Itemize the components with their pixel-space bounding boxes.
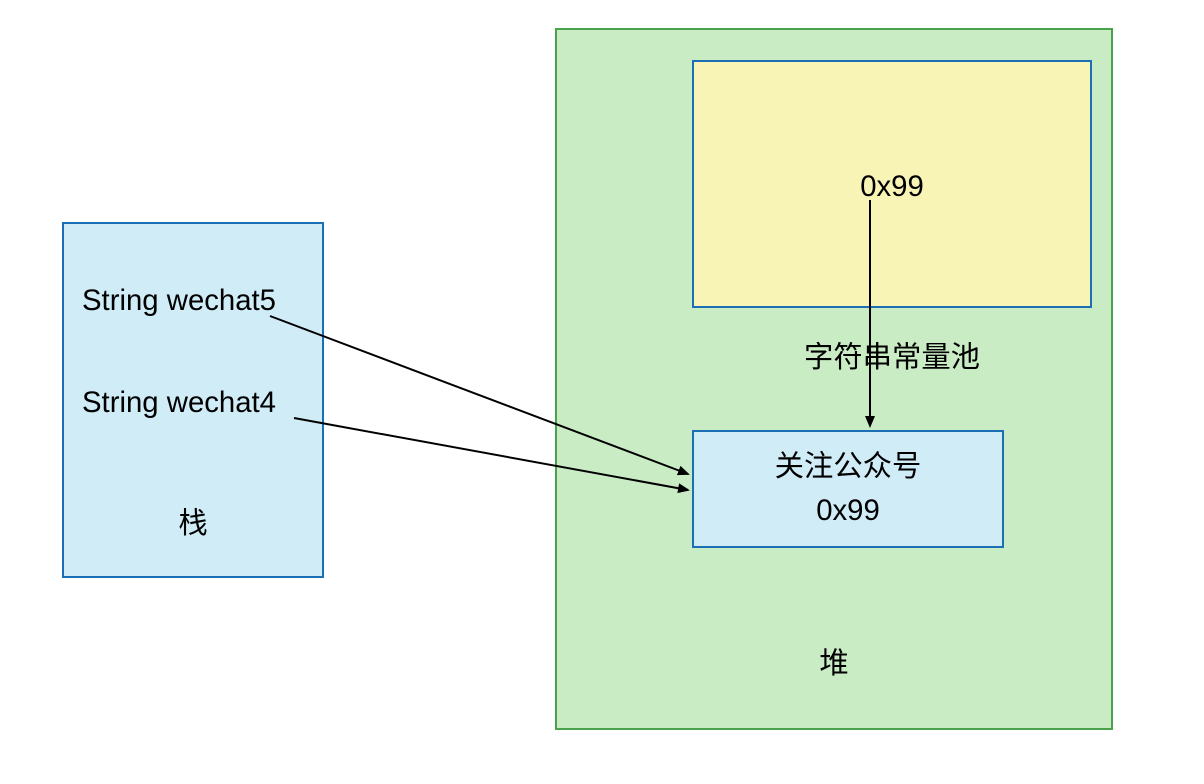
pool-ref-0x99: 0x99 [692, 170, 1092, 204]
stack-var-wechat4: String wechat4 [82, 386, 276, 420]
stack-label: 栈 [62, 500, 324, 542]
string-pool-label: 字符串常量池 [692, 334, 1092, 376]
stack-var-wechat5: String wechat5 [82, 284, 276, 318]
string-object-box: 关注公众号 0x99 [692, 430, 1004, 548]
string-object-value: 关注公众号 [775, 445, 922, 489]
diagram-canvas: 堆 0x99 字符串常量池 关注公众号 0x99 String wechat5 … [0, 0, 1204, 784]
string-object-address: 0x99 [816, 489, 880, 533]
heap-label: 堆 [555, 640, 1113, 682]
